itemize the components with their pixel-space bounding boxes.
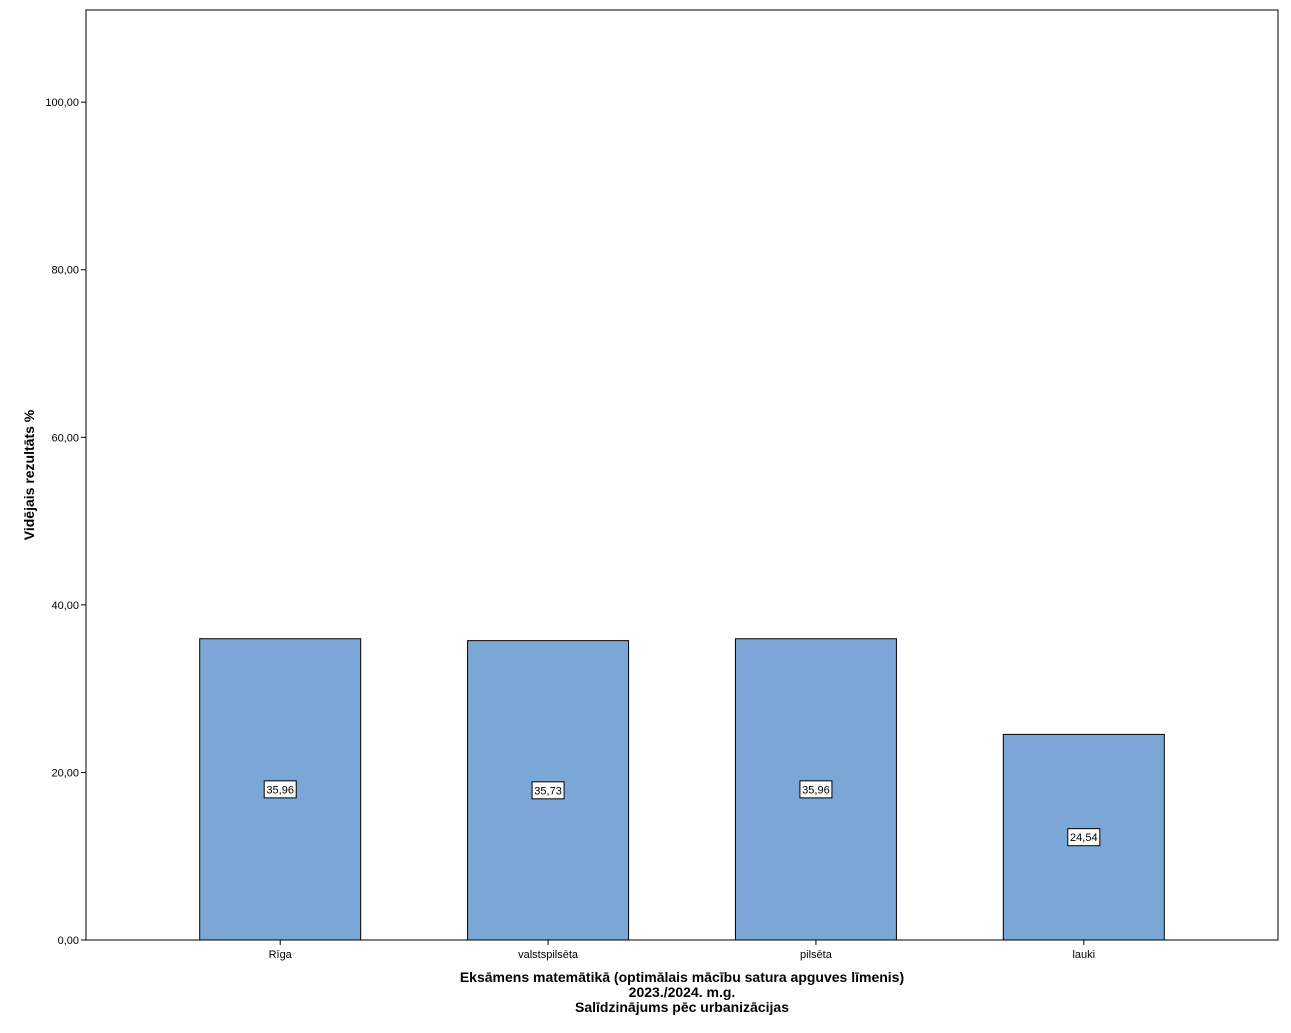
y-tick-label: 80,00: [51, 265, 79, 277]
x-axis: Rīga valstspilsēta pilsēta lauki: [269, 940, 1095, 961]
y-tick-label: 60,00: [51, 432, 79, 444]
data-label-box: [263, 780, 297, 799]
y-tick-label: 20,00: [51, 767, 79, 779]
data-label: 35,73: [534, 785, 562, 797]
bars: 35,96 35,73 35,96 24,54: [199, 638, 1165, 941]
y-tick-label: 40,00: [51, 600, 79, 612]
x-tick-label: lauki: [1072, 949, 1095, 961]
x-tick-label: pilsēta: [800, 949, 833, 961]
x-tick-label: valstspilsēta: [518, 949, 579, 961]
y-axis-title: Vidējais rezultāts %: [21, 409, 37, 540]
data-label: 24,54: [1070, 832, 1098, 844]
x-axis-title-line-1: Eksāmens matemātikā (optimālais mācību s…: [460, 969, 904, 985]
x-tick-label: Rīga: [269, 949, 293, 961]
y-axis: 0,00 20,00 40,00 60,00 80,00 100,00: [45, 97, 86, 947]
y-tick-label: 0,00: [58, 935, 79, 947]
data-label: 35,96: [802, 784, 830, 796]
data-label-box: [1067, 828, 1101, 847]
data-label: 35,96: [266, 784, 294, 796]
x-axis-title-line-3: Salīdzinājums pēc urbanizācijas: [575, 999, 789, 1015]
y-tick-label: 100,00: [45, 97, 79, 109]
data-label-box: [531, 781, 565, 800]
x-axis-title-line-2: 2023./2024. m.g.: [629, 984, 736, 1000]
data-label-box: [799, 780, 833, 799]
